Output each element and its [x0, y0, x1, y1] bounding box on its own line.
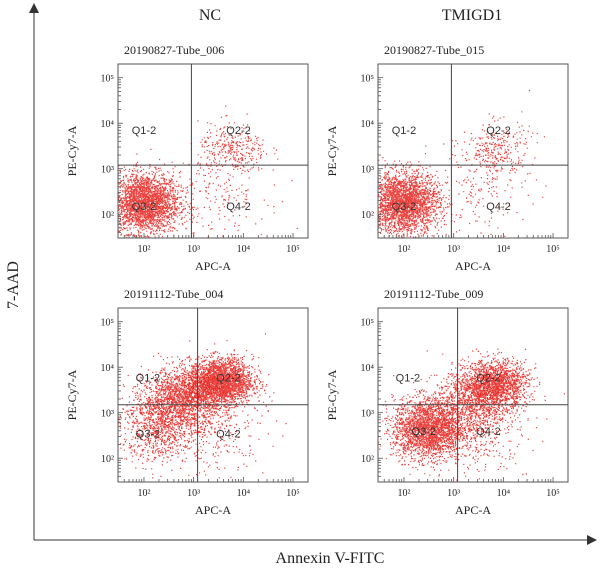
x-tick-label: 10³	[447, 488, 460, 499]
quadrant-label: Q4-2	[226, 201, 250, 213]
outer-y-label: 7-AAD	[5, 261, 22, 309]
scatter-cluster	[443, 89, 545, 188]
quadrant-label: Q2-2	[476, 372, 500, 384]
scatter-cluster	[407, 140, 547, 237]
x-tick-label: 10⁵	[546, 488, 560, 499]
scatter-points	[118, 105, 298, 238]
panels: 20190827-Tube_006 10² 10³ 10⁴ 10⁵ 10² 10³ 10⁴ 10…	[65, 43, 569, 517]
x-tick-label: 10²	[137, 244, 150, 255]
scatter-panel-4: 20191112-Tube_009 10² 10³ 10⁴ 10⁵ 10² 10³ 10⁴ 10…	[325, 287, 569, 517]
x-tick-label: 10⁵	[286, 488, 300, 499]
x-tick-label: 10³	[187, 244, 200, 255]
x-tick-label: 10⁵	[286, 244, 300, 255]
quadrant-label: Q1-2	[132, 125, 156, 137]
y-tick-label: 10⁵	[101, 74, 115, 85]
scatter-panel-2: 20190827-Tube_015 10² 10³ 10⁴ 10⁵ 10² 10³ 10⁴ 10…	[325, 43, 569, 273]
quadrant-label: Q1-2	[392, 125, 416, 137]
x-tick-label: 10⁴	[497, 244, 511, 255]
panel-title: 20191112-Tube_009	[384, 287, 483, 301]
quadrant-label: Q1-2	[396, 372, 420, 384]
y-tick-label: 10⁴	[101, 119, 115, 130]
column-title-tmigd1: TMIGD1	[442, 7, 502, 24]
y-tick-label: 10³	[361, 165, 374, 176]
scatter-cluster	[182, 105, 279, 195]
x-tick-label: 10³	[187, 488, 200, 499]
y-axis-label: PE-Cy7-A	[65, 125, 79, 176]
scatter-cluster	[378, 374, 487, 477]
quadrant-label: Q4-2	[476, 426, 500, 438]
x-tick-label: 10⁵	[546, 244, 560, 255]
quadrant-label: Q3-2	[412, 426, 436, 438]
quadrant-label: Q3-2	[136, 428, 160, 440]
column-title-nc: NC	[199, 7, 221, 24]
panel-title: 20190827-Tube_015	[384, 43, 484, 57]
scatter-points	[378, 89, 547, 238]
y-tick-label: 10⁴	[361, 363, 375, 374]
scatter-panel-3: 20191112-Tube_004 10² 10³ 10⁴ 10⁵ 10² 10³ 10⁴ 10…	[65, 287, 309, 517]
y-tick-label: 10³	[101, 165, 114, 176]
plot-frame	[377, 63, 569, 239]
y-tick-label: 10²	[101, 454, 114, 465]
y-axis-label: PE-Cy7-A	[325, 369, 339, 420]
outer-x-label: Annexin V-FITC	[276, 550, 385, 567]
x-tick-label: 10³	[447, 244, 460, 255]
y-tick-label: 10⁴	[101, 363, 115, 374]
quadrant-label: Q4-2	[216, 428, 240, 440]
scatter-cluster	[166, 340, 275, 418]
y-axis-label: PE-Cy7-A	[65, 369, 79, 420]
scatter-cluster	[118, 148, 203, 238]
x-tick-label: 10²	[397, 244, 410, 255]
y-tick-label: 10⁴	[361, 119, 375, 130]
quadrant-label: Q2-2	[226, 125, 250, 137]
y-tick-label: 10³	[101, 409, 114, 420]
x-axis-label: APC-A	[455, 503, 491, 517]
x-tick-label: 10⁴	[497, 488, 511, 499]
y-tick-label: 10³	[361, 409, 374, 420]
scatter-cluster	[142, 333, 287, 482]
scatter-panel-1: 20190827-Tube_006 10² 10³ 10⁴ 10⁵ 10² 10³ 10⁴ 10…	[65, 43, 309, 273]
plot-frame	[377, 307, 569, 483]
y-tick-label: 10⁵	[361, 318, 375, 329]
panel-title: 20191112-Tube_004	[124, 287, 223, 301]
quadrant-label: Q2-2	[216, 372, 240, 384]
quadrant-label: Q3-2	[132, 201, 156, 213]
x-tick-label: 10⁴	[237, 244, 251, 255]
quadrant-label: Q4-2	[486, 201, 510, 213]
scatter-points	[378, 348, 565, 481]
y-tick-label: 10⁵	[361, 74, 375, 85]
scatter-cluster	[411, 348, 546, 450]
x-tick-label: 10⁴	[237, 488, 251, 499]
scatter-cluster	[378, 153, 480, 238]
plot-frame	[117, 307, 309, 483]
y-tick-label: 10⁵	[101, 318, 115, 329]
y-tick-label: 10²	[101, 210, 114, 221]
panel-title: 20190827-Tube_006	[124, 43, 224, 57]
y-axis-label: PE-Cy7-A	[325, 125, 339, 176]
plot-frame	[117, 63, 309, 239]
quadrant-label: Q1-2	[136, 372, 160, 384]
x-axis-label: APC-A	[195, 259, 231, 273]
x-axis-label: APC-A	[455, 259, 491, 273]
y-tick-label: 10²	[361, 210, 374, 221]
quadrant-label: Q2-2	[486, 125, 510, 137]
quadrant-label: Q3-2	[392, 201, 416, 213]
x-axis-label: APC-A	[195, 503, 231, 517]
scatter-cluster	[122, 349, 269, 448]
x-tick-label: 10²	[397, 488, 410, 499]
x-tick-label: 10²	[137, 488, 150, 499]
scatter-points	[118, 333, 287, 482]
y-tick-label: 10²	[361, 454, 374, 465]
